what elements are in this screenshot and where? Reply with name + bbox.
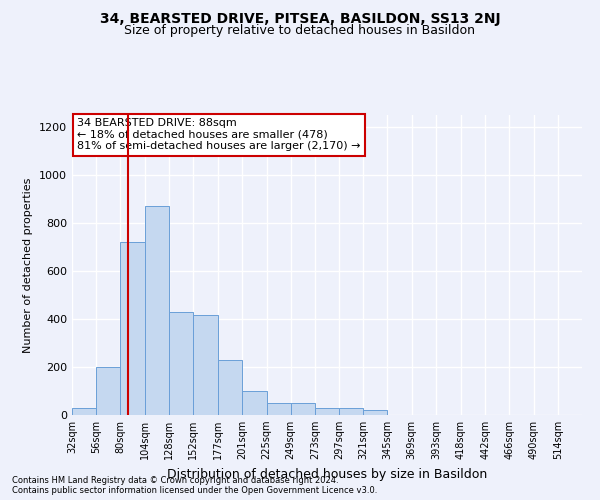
- Bar: [363, 410, 388, 415]
- Bar: [339, 408, 363, 415]
- Bar: [193, 316, 218, 415]
- Bar: [291, 403, 315, 415]
- Bar: [242, 391, 266, 415]
- Text: Contains HM Land Registry data © Crown copyright and database right 2024.: Contains HM Land Registry data © Crown c…: [12, 476, 338, 485]
- Y-axis label: Number of detached properties: Number of detached properties: [23, 178, 34, 352]
- Text: Contains public sector information licensed under the Open Government Licence v3: Contains public sector information licen…: [12, 486, 377, 495]
- Bar: [266, 403, 291, 415]
- Bar: [96, 367, 121, 415]
- Text: 34, BEARSTED DRIVE, PITSEA, BASILDON, SS13 2NJ: 34, BEARSTED DRIVE, PITSEA, BASILDON, SS…: [100, 12, 500, 26]
- X-axis label: Distribution of detached houses by size in Basildon: Distribution of detached houses by size …: [167, 468, 487, 480]
- Bar: [218, 360, 242, 415]
- Bar: [145, 206, 169, 415]
- Bar: [169, 312, 193, 415]
- Text: 34 BEARSTED DRIVE: 88sqm
← 18% of detached houses are smaller (478)
81% of semi-: 34 BEARSTED DRIVE: 88sqm ← 18% of detach…: [77, 118, 361, 151]
- Bar: [315, 408, 339, 415]
- Text: Size of property relative to detached houses in Basildon: Size of property relative to detached ho…: [125, 24, 476, 37]
- Bar: [121, 242, 145, 415]
- Bar: [72, 408, 96, 415]
